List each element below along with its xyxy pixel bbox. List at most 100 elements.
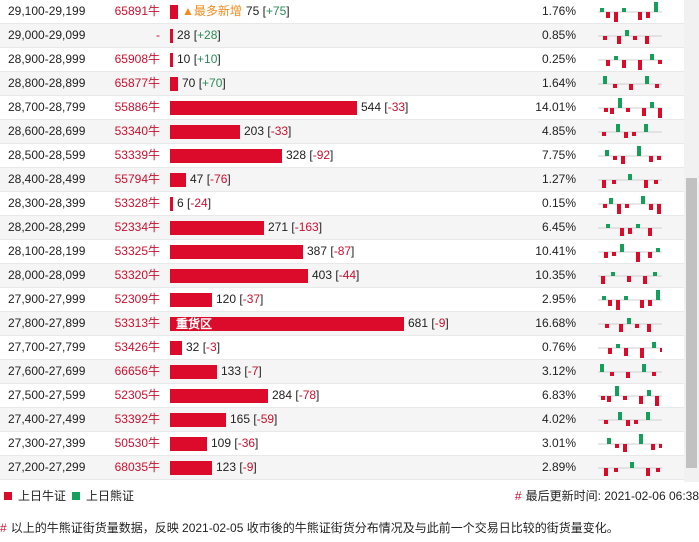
sparkline-bar [638, 60, 642, 70]
cbbc-code-link[interactable]: 50530牛 [114, 436, 160, 450]
cbbc-code-link[interactable]: - [156, 28, 160, 42]
sparkline-bar [641, 196, 645, 204]
table-row[interactable]: 28,600-28,699 53340牛 203 [-33] 4.85% [0, 120, 684, 144]
sparkline-bar [655, 84, 659, 88]
table-row[interactable]: 27,200-27,299 68035牛 123 [-9] 2.89% [0, 456, 684, 480]
price-range: 28,800-28,899 [8, 76, 86, 90]
sparkline-bar [644, 124, 648, 132]
volume-percent: 14.01% [535, 100, 576, 114]
bear-swatch-icon [72, 492, 80, 500]
sparkline-bar [636, 224, 640, 228]
cbbc-code-link[interactable]: 65891牛 [114, 4, 160, 18]
sparkline-bar [647, 324, 651, 332]
cbbc-code-link[interactable]: 53340牛 [114, 124, 160, 138]
cbbc-code-link[interactable]: 53426牛 [114, 340, 160, 354]
sparkline-bar [616, 300, 620, 310]
cbbc-code-link[interactable]: 66656牛 [114, 364, 160, 378]
sparkline-bar [642, 108, 646, 116]
sparkline-bar [632, 132, 636, 136]
sparkline-bar [613, 84, 617, 88]
volume-qty: 70 [182, 76, 196, 90]
table-row[interactable]: 27,900-27,999 52309牛 120 [-37] 2.95% [0, 288, 684, 312]
volume-change: +28 [197, 28, 218, 42]
table-row[interactable]: 27,300-27,399 50530牛 109 [-36] 3.01% [0, 432, 684, 456]
volume-percent: 6.83% [541, 388, 576, 402]
sparkline-bar [608, 348, 612, 354]
table-row[interactable]: 27,800-27,899 53313牛 重货区 681 [-9] 16.68% [0, 312, 684, 336]
sparkline-bar [615, 444, 619, 448]
last-updated-value: 2021-02-06 06:38 [604, 489, 699, 503]
table-row[interactable]: 28,100-28,199 53325牛 387 [-87] 10.41% [0, 240, 684, 264]
volume-label: 284 [-78] [272, 388, 320, 402]
table-row[interactable]: 27,400-27,499 53392牛 165 [-59] 4.02% [0, 408, 684, 432]
table-row[interactable]: 27,700-27,799 53426牛 32 [-3] 0.76% [0, 336, 684, 360]
price-range: 28,000-28,099 [8, 268, 86, 282]
volume-percent: 1.64% [541, 76, 576, 90]
trend-sparkline [598, 290, 662, 310]
volume-percent: 16.68% [535, 316, 576, 330]
sparkline-bar [602, 296, 606, 300]
table-row[interactable]: 29,100-29,199 65891牛 ▲最多新增 75 [+75] 1.76% [0, 0, 684, 24]
table-row[interactable]: 28,500-28,599 53339牛 328 [-92] 7.75% [0, 144, 684, 168]
sparkline-bar [657, 204, 661, 214]
volume-change: -3 [206, 340, 217, 354]
bull-swatch-icon [4, 492, 12, 500]
volume-change: +70 [202, 76, 223, 90]
sparkline-bar [623, 396, 627, 400]
sparkline-bar [626, 108, 630, 112]
cbbc-code-link[interactable]: 52305牛 [114, 388, 160, 402]
volume-percent: 2.95% [541, 292, 576, 306]
scrollbar[interactable] [684, 0, 699, 482]
table-row[interactable]: 28,000-28,099 53320牛 403 [-44] 10.35% [0, 264, 684, 288]
sparkline-bar [614, 468, 618, 472]
table-row[interactable]: 28,800-28,899 65877牛 70 [+70] 1.64% [0, 72, 684, 96]
volume-percent: 4.85% [541, 124, 576, 138]
sparkline-bar [614, 12, 618, 22]
cbbc-code-link[interactable]: 55886牛 [114, 100, 160, 114]
cbbc-code-link[interactable]: 53328牛 [114, 196, 160, 210]
cbbc-code-link[interactable]: 52309牛 [114, 292, 160, 306]
cbbc-code-link[interactable]: 53339牛 [114, 148, 160, 162]
volume-change: -87 [333, 244, 352, 258]
sparkline-bar [648, 228, 652, 236]
cbbc-code-link[interactable]: 53320牛 [114, 268, 160, 282]
volume-change: -9 [434, 316, 446, 330]
price-range: 28,300-28,399 [8, 196, 86, 210]
table-row[interactable]: 29,000-29,099 - 28 [+28] 0.85% [0, 24, 684, 48]
volume-bar: 重货区 [170, 317, 404, 331]
cbbc-code-link[interactable]: 52334牛 [114, 220, 160, 234]
price-range: 28,500-28,599 [8, 148, 86, 162]
cbbc-code-link[interactable]: 68035牛 [114, 460, 160, 474]
sparkline-bar [621, 156, 625, 164]
table-row[interactable]: 28,300-28,399 53328牛 6 [-24] 0.15% [0, 192, 684, 216]
volume-bar [170, 437, 207, 451]
price-range: 27,200-27,299 [8, 460, 86, 474]
trend-sparkline [598, 98, 662, 118]
sparkline-bar [656, 248, 660, 252]
sparkline-bar [650, 102, 654, 108]
trend-sparkline [598, 462, 662, 476]
last-updated: # 最后更新时间: 2021-02-06 06:38 [515, 489, 699, 503]
cbbc-code-link[interactable]: 53313牛 [114, 316, 160, 330]
cbbc-code-link[interactable]: 65877牛 [114, 76, 160, 90]
cbbc-code-link[interactable]: 53392牛 [114, 412, 160, 426]
price-range: 28,900-28,999 [8, 52, 86, 66]
sparkline-bar [652, 372, 656, 376]
volume-bar [170, 197, 173, 211]
sparkline-bar [620, 228, 624, 236]
cbbc-code-link[interactable]: 65908牛 [114, 52, 160, 66]
volume-bar [170, 293, 212, 307]
volume-label: 387 [-87] [307, 244, 355, 258]
table-row[interactable]: 28,400-28,499 55794牛 47 [-76] 1.27% [0, 168, 684, 192]
sparkline-bar [622, 8, 626, 12]
scroll-thumb[interactable] [686, 178, 697, 468]
table-row[interactable]: 27,600-27,699 66656牛 133 [-7] 3.12% [0, 360, 684, 384]
table-row[interactable]: 28,700-28,799 55886牛 544 [-33] 14.01% [0, 96, 684, 120]
volume-qty: 109 [211, 436, 232, 450]
sparkline-bar [624, 296, 628, 300]
table-row[interactable]: 28,200-28,299 52334牛 271 [-163] 6.45% [0, 216, 684, 240]
cbbc-code-link[interactable]: 53325牛 [114, 244, 160, 258]
table-row[interactable]: 27,500-27,599 52305牛 284 [-78] 6.83% [0, 384, 684, 408]
table-row[interactable]: 28,900-28,999 65908牛 10 [+10] 0.25% [0, 48, 684, 72]
cbbc-code-link[interactable]: 55794牛 [114, 172, 160, 186]
